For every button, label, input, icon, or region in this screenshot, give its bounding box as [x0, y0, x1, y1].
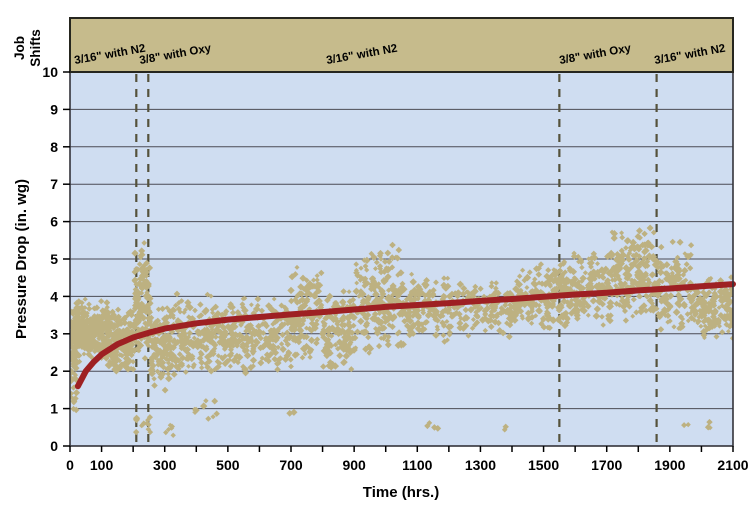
y-tick-label: 5 [50, 251, 58, 267]
y-tick-label: 6 [50, 214, 58, 230]
y-tick-label: 8 [50, 139, 58, 155]
y-axis-title: Pressure Drop (in. wg) [13, 179, 30, 339]
y-tick-label: 2 [50, 363, 58, 379]
x-tick-label: 300 [153, 457, 177, 473]
x-tick-label: 1900 [654, 457, 685, 473]
y-tick-label: 9 [50, 101, 58, 117]
y-tick-label: 0 [50, 438, 58, 454]
x-tick-label: 1100 [402, 457, 433, 473]
ticks-layer: 0 100 300 500 700 900 1100 1300 1500 1700 1900 2100… [42, 64, 748, 473]
scatter-points [70, 224, 733, 438]
y-tick-label: 7 [50, 176, 58, 192]
scatter-layer [70, 224, 733, 438]
x-tick-label: 2100 [717, 457, 748, 473]
y-tick-label: 3 [50, 326, 58, 342]
x-tick-label: 900 [342, 457, 366, 473]
x-tick-label: 100 [90, 457, 114, 473]
job-shifts-axis-label-line1: Job [12, 36, 27, 60]
x-tick-label: 0 [66, 457, 74, 473]
x-axis-title: Time (hrs.) [363, 484, 439, 501]
job-shifts-band-layer: 3/16" with N23/8" with Oxy 3/16" with N2 3… [69, 17, 734, 73]
y-tick-label: 4 [50, 288, 58, 304]
y-tick-label: 10 [42, 64, 58, 80]
x-tick-label: 500 [216, 457, 240, 473]
trend-line [74, 281, 736, 390]
x-tick-label: 1700 [591, 457, 622, 473]
job-shifts-axis-label-line2: Shifts [28, 29, 43, 67]
job-shifts-band [69, 17, 734, 73]
trend-line-layer [74, 281, 736, 390]
y-tick-label: 1 [50, 401, 58, 417]
job-shifts-axis-label: Job Shifts [12, 29, 43, 67]
x-tick-label: 1300 [465, 457, 496, 473]
x-tick-label: 700 [279, 457, 303, 473]
x-tick-label: 1500 [528, 457, 559, 473]
